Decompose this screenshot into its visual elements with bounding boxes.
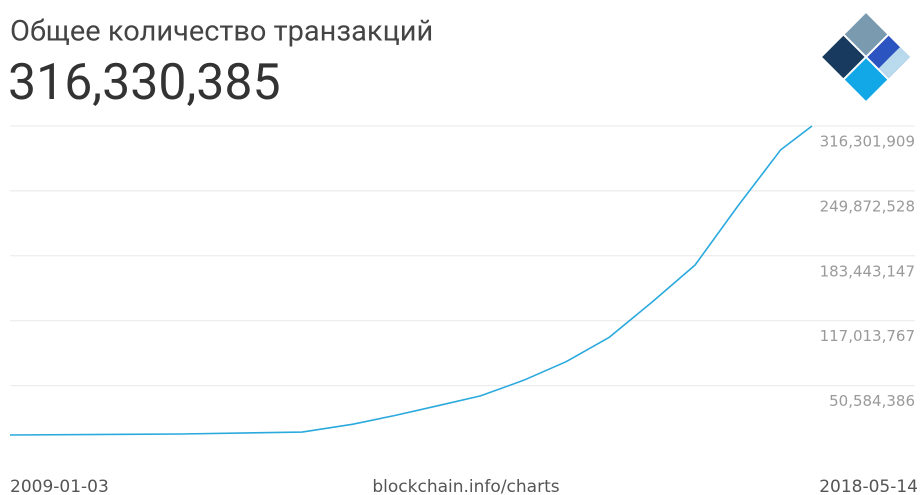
x-end-label: 2018-05-14 bbox=[819, 477, 918, 495]
y-tick-label: 117,013,767 bbox=[820, 327, 915, 345]
y-tick-label: 183,443,147 bbox=[820, 262, 915, 280]
logo bbox=[822, 13, 910, 101]
y-tick-label: 50,584,386 bbox=[829, 392, 915, 410]
data-line bbox=[9, 125, 813, 436]
source: blockchain.info/charts bbox=[372, 477, 559, 495]
x-start-label: 2009-01-03 bbox=[10, 477, 109, 495]
chart-title: Общее количество транзакций bbox=[10, 15, 433, 49]
y-tick-label: 316,301,909 bbox=[820, 133, 915, 151]
headline-value: 316,330,385 bbox=[8, 54, 281, 112]
y-tick-label: 249,872,528 bbox=[820, 197, 915, 215]
